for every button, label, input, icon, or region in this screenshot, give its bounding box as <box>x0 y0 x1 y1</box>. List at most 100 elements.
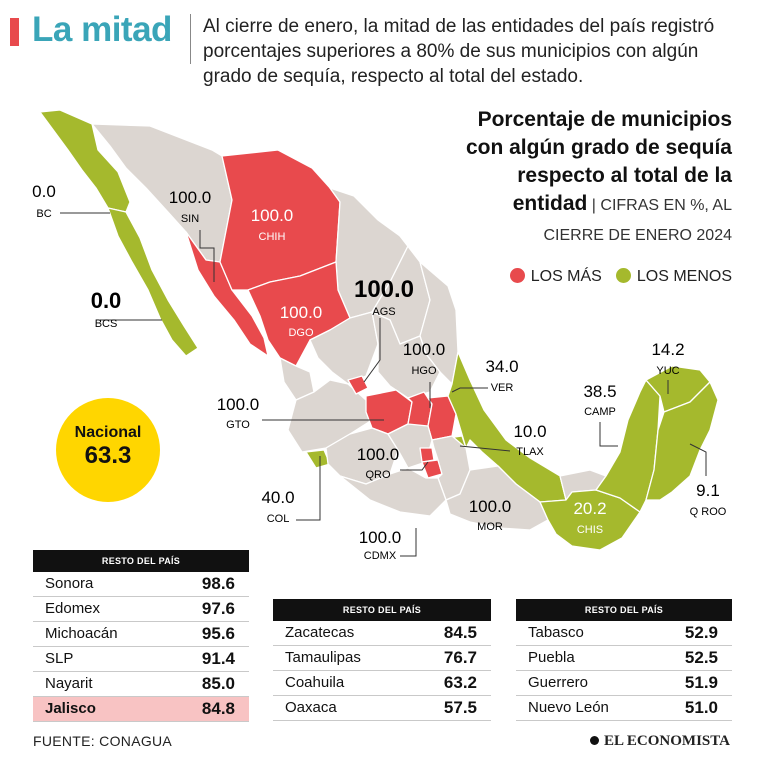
national-badge: Nacional 63.3 <box>56 398 160 502</box>
map-label-bcs-code: BCS <box>95 318 118 330</box>
row-name: Michoacán <box>45 625 118 642</box>
row-value: 91.4 <box>201 649 235 668</box>
headline: La mitad <box>32 10 172 49</box>
row-name: Coahuila <box>285 674 345 691</box>
table-row: Zacatecas 84.5 <box>273 621 491 646</box>
map-label-mor-code: MOR <box>477 521 503 533</box>
state-ags <box>347 375 369 395</box>
table-header: RESTO DEL PAÍS <box>516 599 732 621</box>
brand-logo-icon <box>590 736 599 745</box>
table-row: Michoacán 95.6 <box>33 622 249 647</box>
row-name: Puebla <box>528 649 575 666</box>
map-label-camp-code: CAMP <box>584 406 616 418</box>
map-label-ver-value: 34.0 <box>485 357 518 376</box>
row-value: 84.8 <box>201 699 235 718</box>
map-label-cdmx-code: CDMX <box>364 550 397 560</box>
table-row: Puebla 52.5 <box>516 646 732 671</box>
map-label-qroo-code: Q ROO <box>690 506 727 518</box>
row-value: 51.9 <box>684 673 718 692</box>
row-name: Nayarit <box>45 675 93 692</box>
map-label-bc-code: BC <box>36 208 51 220</box>
table-rest-3: RESTO DEL PAÍS Tabasco 52.9 Puebla 52.5 Gu… <box>516 599 732 721</box>
row-value: 95.6 <box>201 624 235 643</box>
table-row-highlighted: Jalisco 84.8 <box>33 697 249 722</box>
table-rest-1: RESTO DEL PAÍS Sonora 98.6 Edomex 97.6 Mic… <box>33 550 249 722</box>
legend: LOS MÁS LOS MENOS <box>509 268 732 286</box>
intro-text: Al cierre de enero, la mitad de las enti… <box>203 16 715 87</box>
map-label-yuc-value: 14.2 <box>651 340 684 359</box>
table-row: Coahuila 63.2 <box>273 671 491 696</box>
state-bc <box>39 109 131 213</box>
map-label-ags-value: 100.0 <box>354 276 414 303</box>
map-label-sin-value: 100.0 <box>169 188 212 207</box>
row-value: 85.0 <box>201 674 235 693</box>
legend-item-least: LOS MENOS <box>615 268 732 286</box>
legend-item-most: LOS MÁS <box>509 268 602 286</box>
table-row: Tamaulipas 76.7 <box>273 646 491 671</box>
table-row: Sonora 98.6 <box>33 572 249 597</box>
map-label-mor-value: 100.0 <box>469 497 512 516</box>
state-mich <box>325 427 399 485</box>
row-name: Guerrero <box>528 674 589 691</box>
footer-brand: EL ECONOMISTA <box>590 733 730 750</box>
state-gro <box>339 467 447 517</box>
map-label-cdmx-value: 100.0 <box>359 528 402 547</box>
state-chis <box>539 489 641 551</box>
row-name: Edomex <box>45 600 101 617</box>
row-value: 84.5 <box>443 623 477 642</box>
accent-bar <box>10 18 19 46</box>
legend-swatch-most <box>509 268 525 283</box>
state-cdmx <box>419 447 435 463</box>
row-name: Jalisco <box>45 700 96 717</box>
map-label-chih-code: CHIH <box>259 231 286 243</box>
map-label-ags-code: AGS <box>372 306 395 318</box>
map-label-gto-value: 100.0 <box>217 395 260 414</box>
chart-title-separator: | <box>587 197 601 214</box>
table-header: RESTO DEL PAÍS <box>33 550 249 572</box>
header-divider <box>190 14 191 64</box>
map-label-yuc-code: YUC <box>656 365 679 377</box>
legend-label-most: LOS MÁS <box>530 268 602 285</box>
row-value: 52.9 <box>684 623 718 642</box>
row-name: Nuevo León <box>528 699 609 716</box>
map-label-hgo-code: HGO <box>411 365 437 377</box>
row-value: 76.7 <box>443 648 477 667</box>
map-label-tlax-value: 10.0 <box>513 422 546 441</box>
chart-title-main: Porcentaje de municipios con algún grado… <box>465 108 732 215</box>
national-label: Nacional <box>74 424 142 441</box>
chart-title: Porcentaje de municipios con algún grado… <box>452 106 732 250</box>
table-rest-2: RESTO DEL PAÍS Zacatecas 84.5 Tamaulipas 7… <box>273 599 491 721</box>
row-name: Tabasco <box>528 624 584 641</box>
map-label-camp-value: 38.5 <box>583 382 616 401</box>
state-zac <box>309 311 379 385</box>
row-value: 63.2 <box>443 673 477 692</box>
state-qroo <box>645 381 719 501</box>
table-row: SLP 91.4 <box>33 647 249 672</box>
map-label-qroo-value: 9.1 <box>696 481 720 500</box>
map-label-col-value: 40.0 <box>261 488 294 507</box>
row-value: 52.5 <box>684 648 718 667</box>
map-label-bcs-value: 0.0 <box>91 288 122 313</box>
map-label-tlax-code: TLAX <box>516 446 544 458</box>
mexico-map: 0.0 BC 0.0 BCS 100.0 SIN 100.0 CHIH 100.… <box>32 109 727 560</box>
map-label-col-code: COL <box>267 513 290 525</box>
state-slp <box>371 311 441 399</box>
legend-swatch-least <box>615 268 631 283</box>
table-row: Tabasco 52.9 <box>516 621 732 646</box>
row-name: Oaxaca <box>285 699 337 716</box>
table-header: RESTO DEL PAÍS <box>273 599 491 621</box>
table-row: Guerrero 51.9 <box>516 671 732 696</box>
row-name: SLP <box>45 650 74 667</box>
map-label-bc-value: 0.0 <box>32 182 56 201</box>
row-value: 98.6 <box>201 574 235 593</box>
table-row: Nuevo León 51.0 <box>516 696 732 721</box>
row-value: 57.5 <box>443 698 477 717</box>
table-row: Nayarit 85.0 <box>33 672 249 697</box>
map-label-dgo-code: DGO <box>288 327 314 339</box>
map-label-chih-value: 100.0 <box>251 206 294 225</box>
row-name: Tamaulipas <box>285 649 361 666</box>
state-tamaulipas <box>419 261 459 385</box>
footer-source: FUENTE: CONAGUA <box>33 733 173 749</box>
brand-name: EL ECONOMISTA <box>604 733 730 749</box>
chart-title-units: CIFRAS EN %, AL CIERRE DE ENERO 2024 <box>543 197 732 244</box>
